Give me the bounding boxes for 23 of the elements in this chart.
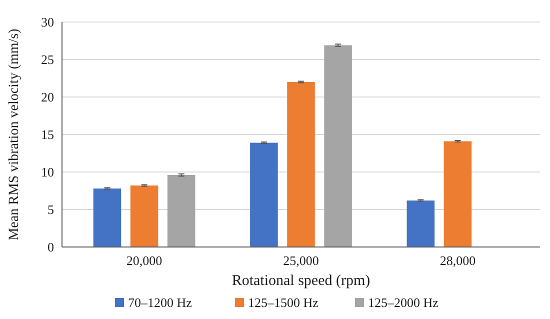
bar — [444, 141, 472, 247]
legend-label: 70–1200 Hz — [128, 295, 192, 310]
y-tick-label: 20 — [41, 90, 54, 105]
x-tick-label: 28,000 — [440, 253, 476, 268]
y-tick-label: 0 — [48, 240, 54, 255]
bar — [93, 188, 122, 247]
y-tick-label: 5 — [48, 202, 54, 218]
x-axis-title: Rotational speed (rpm) — [232, 273, 370, 289]
y-axis-title: Mean RMS vibration velocity (mm/s) — [7, 28, 22, 240]
y-tick-label: 25 — [41, 52, 54, 68]
bar — [167, 175, 196, 247]
x-tick-label: 20,000 — [126, 253, 162, 268]
y-tick-label: 30 — [41, 14, 54, 30]
bar — [130, 186, 158, 247]
bar — [324, 45, 352, 247]
x-tick-label: 25,000 — [283, 253, 319, 268]
bar — [250, 142, 278, 247]
legend-label: 125–1500 Hz — [248, 295, 319, 310]
bar — [287, 82, 315, 247]
bar — [406, 200, 435, 247]
y-tick-label: 15 — [41, 127, 54, 142]
legend-label: 125–2000 Hz — [368, 295, 439, 310]
y-tick-label: 10 — [41, 164, 54, 180]
